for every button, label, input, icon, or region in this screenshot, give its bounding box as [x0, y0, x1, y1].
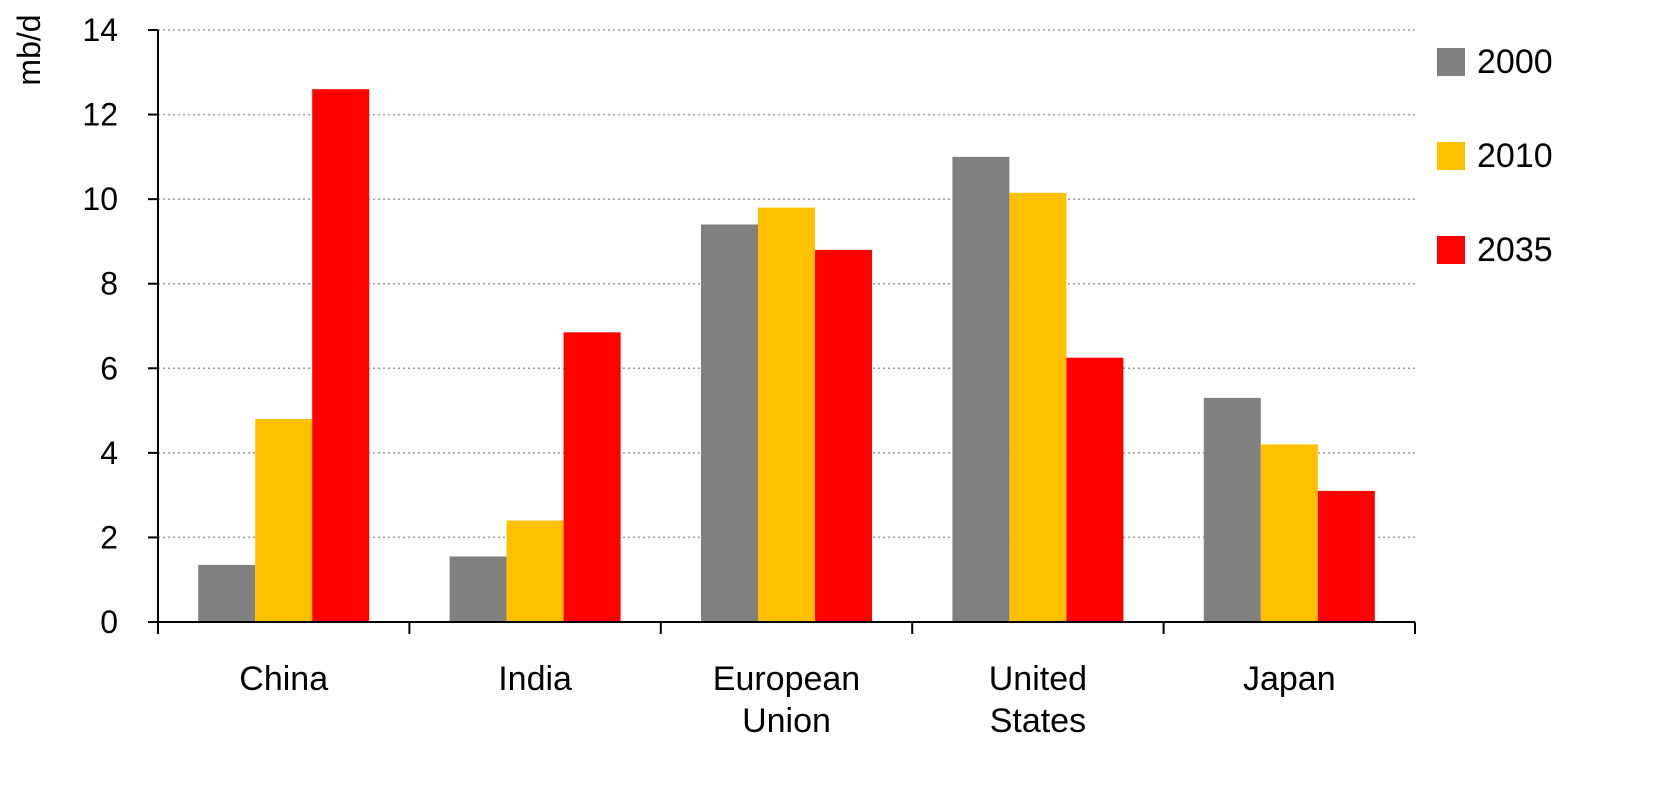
- y-tick-label: 2: [100, 519, 118, 555]
- legend-label: 2000: [1477, 43, 1553, 81]
- category-label: India: [498, 660, 572, 698]
- bar-2010: [255, 419, 313, 622]
- category-label: Japan: [1243, 660, 1336, 698]
- category-label: European Union: [713, 660, 860, 740]
- bar-2010: [1009, 192, 1067, 623]
- bar-2035: [312, 89, 370, 622]
- category-labels: China India European Union United States Japan: [239, 660, 1335, 740]
- y-axis-title: mb/d: [11, 14, 47, 85]
- bar-2035: [815, 249, 872, 622]
- bar-2000: [952, 156, 1010, 622]
- y-tick-label: 12: [82, 97, 118, 133]
- legend: 2000 2010 2035: [1437, 43, 1553, 269]
- bar-2035: [563, 332, 621, 622]
- legend-swatch-2000: [1437, 48, 1465, 76]
- y-tick-label: 4: [100, 435, 118, 471]
- category-label: China: [239, 660, 328, 698]
- y-tick-label: 14: [82, 12, 118, 48]
- bar-2000: [701, 224, 758, 622]
- bar-2000: [449, 556, 507, 622]
- legend-swatch-2035: [1437, 236, 1465, 264]
- bars: [198, 89, 1375, 623]
- y-tick-label: 10: [82, 181, 118, 217]
- y-tick-labels: 0 2 4 6 8 10 12 14: [82, 12, 118, 640]
- bar-2035: [1066, 357, 1124, 622]
- bar-2000: [198, 564, 256, 622]
- axes: [148, 29, 1416, 634]
- legend-label: 2010: [1477, 137, 1553, 175]
- bar-2010: [1260, 444, 1318, 622]
- bar-2000: [1203, 397, 1261, 622]
- y-tick-label: 0: [100, 604, 118, 640]
- bar-2035: [1317, 490, 1375, 622]
- bar-2010: [506, 520, 564, 622]
- bar-2010: [758, 207, 815, 622]
- y-tick-label: 8: [100, 266, 118, 302]
- y-tick-label: 6: [100, 350, 118, 386]
- legend-label: 2035: [1477, 231, 1553, 269]
- legend-swatch-2010: [1437, 142, 1465, 170]
- category-label: United States: [989, 660, 1087, 740]
